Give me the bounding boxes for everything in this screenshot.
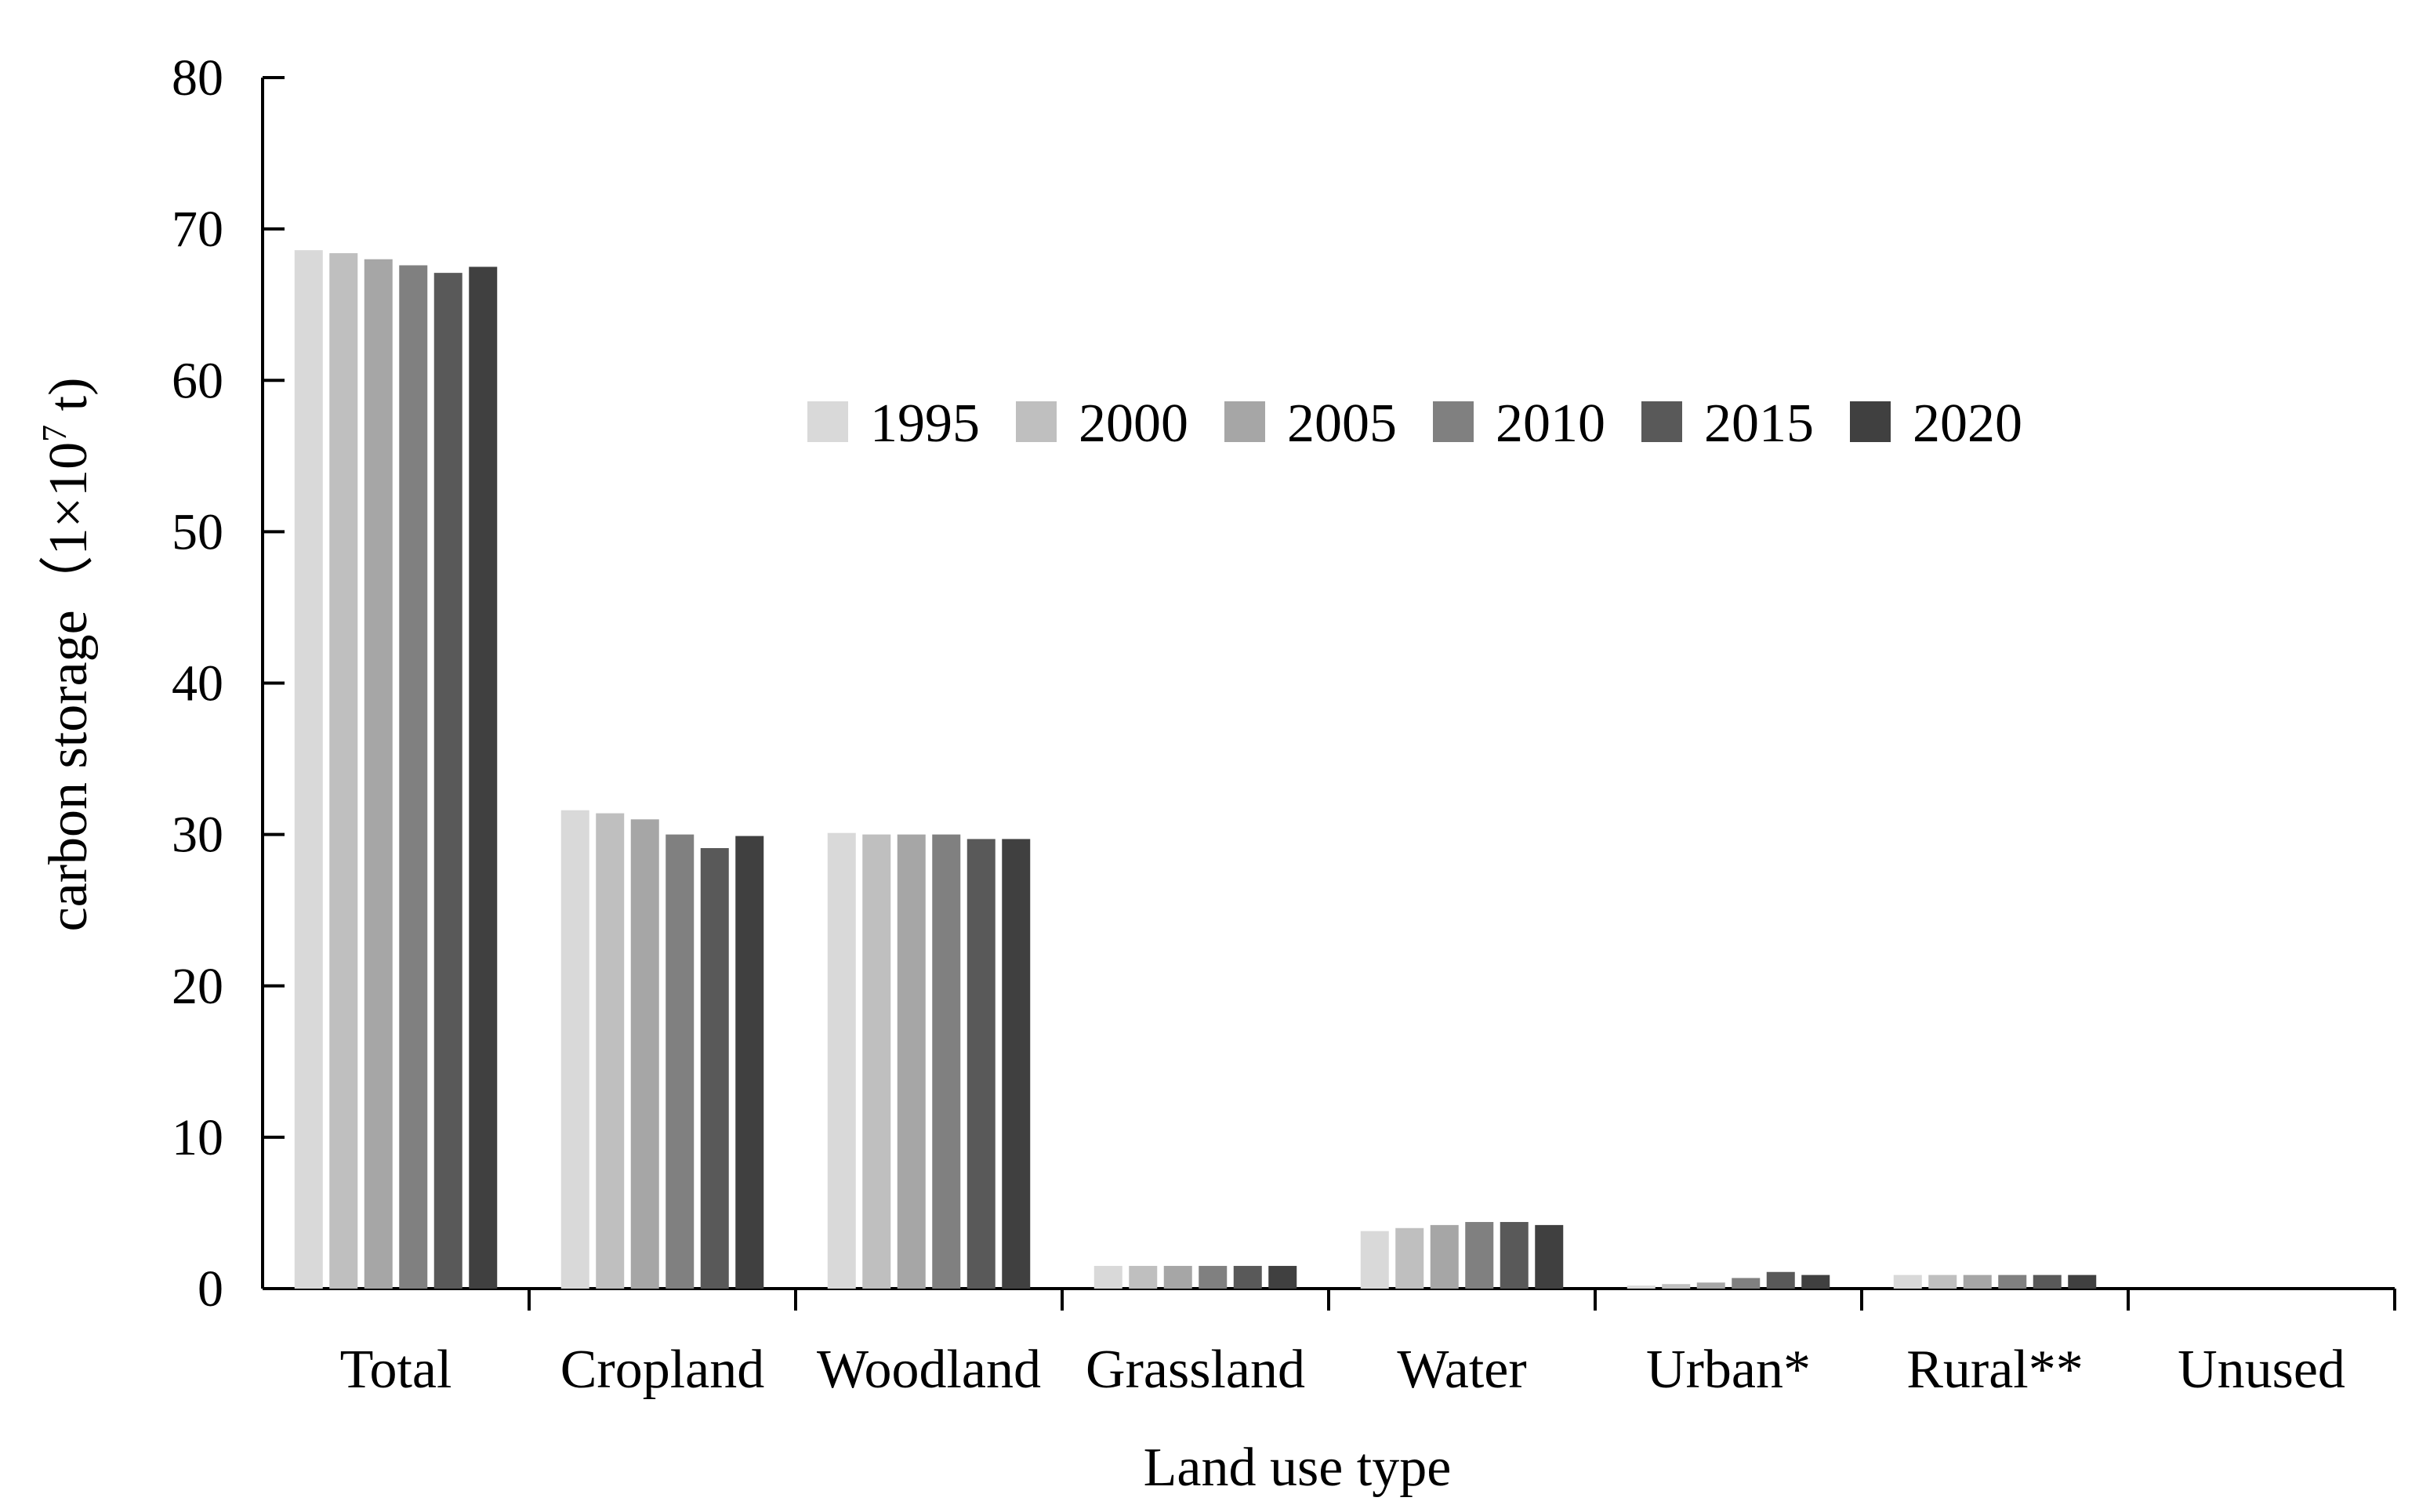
bar — [1163, 1266, 1192, 1289]
y-tick-label: 40 — [172, 655, 223, 712]
bar — [294, 250, 323, 1289]
x-tick-label: Unused — [2178, 1340, 2345, 1400]
x-axis: Total Cropland Woodland Grassland Water Urban… — [263, 1287, 2396, 1400]
legend-swatch — [1850, 401, 1891, 442]
bar — [630, 819, 659, 1289]
bar — [560, 810, 589, 1289]
legend-swatch — [1433, 401, 1474, 442]
bar — [967, 839, 996, 1289]
y-tick-label: 60 — [172, 352, 223, 409]
bar — [932, 834, 961, 1289]
legend-label: 2000 — [1079, 393, 1188, 454]
bar — [1696, 1282, 1725, 1289]
bar — [1662, 1284, 1691, 1289]
x-tick-label: Total — [340, 1340, 452, 1400]
x-axis-title: Land use type — [1144, 1438, 1452, 1498]
bar — [1963, 1275, 1992, 1289]
y-axis-title-superscript: 7 — [35, 425, 74, 442]
legend-swatch — [1224, 401, 1265, 442]
bar — [399, 265, 428, 1289]
bar — [1893, 1275, 1922, 1289]
y-axis-title-main: carbon storage（1×10 — [38, 442, 99, 932]
bar — [1093, 1266, 1122, 1289]
x-tick-label: Water — [1397, 1340, 1526, 1400]
bar — [1465, 1222, 1494, 1289]
legend-label: 2015 — [1704, 393, 1814, 454]
x-tick-label: Rural** — [1906, 1340, 2084, 1400]
y-tick-label: 0 — [198, 1260, 223, 1318]
y-axis-title-end: t) — [38, 378, 99, 425]
bar — [1801, 1275, 1830, 1289]
bar — [329, 253, 358, 1289]
legend-label: 2005 — [1287, 393, 1397, 454]
y-tick-label: 20 — [172, 958, 223, 1015]
bar — [700, 848, 729, 1289]
bar — [1268, 1266, 1297, 1289]
bar — [1233, 1266, 1262, 1289]
legend: 1995 2000 2005 2010 2015 2020 — [807, 393, 2022, 454]
bar — [1360, 1231, 1389, 1289]
bar — [2033, 1275, 2062, 1289]
legend-label: 2020 — [1913, 393, 2022, 454]
bar — [1998, 1275, 2027, 1289]
bar — [1395, 1227, 1424, 1289]
bar — [1430, 1224, 1459, 1289]
legend-swatch — [807, 401, 848, 442]
bar — [596, 813, 625, 1289]
y-tick-label: 30 — [172, 807, 223, 864]
bar — [1500, 1222, 1529, 1289]
y-axis-title: carbon storage（1×107 t) — [35, 378, 99, 932]
x-tick-label: Cropland — [560, 1340, 765, 1400]
y-tick-label: 70 — [172, 201, 223, 258]
y-tick-label: 10 — [172, 1109, 223, 1166]
y-tick-label: 50 — [172, 503, 223, 560]
legend-label: 2010 — [1496, 393, 1605, 454]
bar — [1002, 839, 1031, 1289]
bar — [1199, 1266, 1228, 1289]
bar — [1129, 1266, 1158, 1289]
bar — [1766, 1271, 1795, 1289]
bar — [665, 834, 695, 1289]
bar — [1732, 1278, 1761, 1289]
x-tick-label: Urban* — [1646, 1340, 1811, 1400]
bar — [862, 834, 891, 1289]
bar — [1535, 1224, 1564, 1289]
legend-swatch — [1641, 401, 1682, 442]
bar — [2068, 1275, 2097, 1289]
legend-label: 1995 — [870, 393, 980, 454]
x-tick-label: Grassland — [1086, 1340, 1305, 1400]
bar — [1627, 1285, 1656, 1289]
bar — [1928, 1275, 1957, 1289]
legend-swatch — [1016, 401, 1057, 442]
bar — [897, 834, 926, 1289]
bar — [735, 836, 764, 1289]
bar — [827, 832, 856, 1289]
x-tick-label: Woodland — [817, 1340, 1041, 1400]
y-axis: 0 10 20 30 40 50 60 70 80 — [172, 49, 285, 1318]
bars — [294, 250, 2097, 1289]
bar — [433, 273, 462, 1289]
y-tick-label: 80 — [172, 49, 223, 107]
bar — [469, 267, 498, 1289]
bar — [364, 259, 393, 1289]
